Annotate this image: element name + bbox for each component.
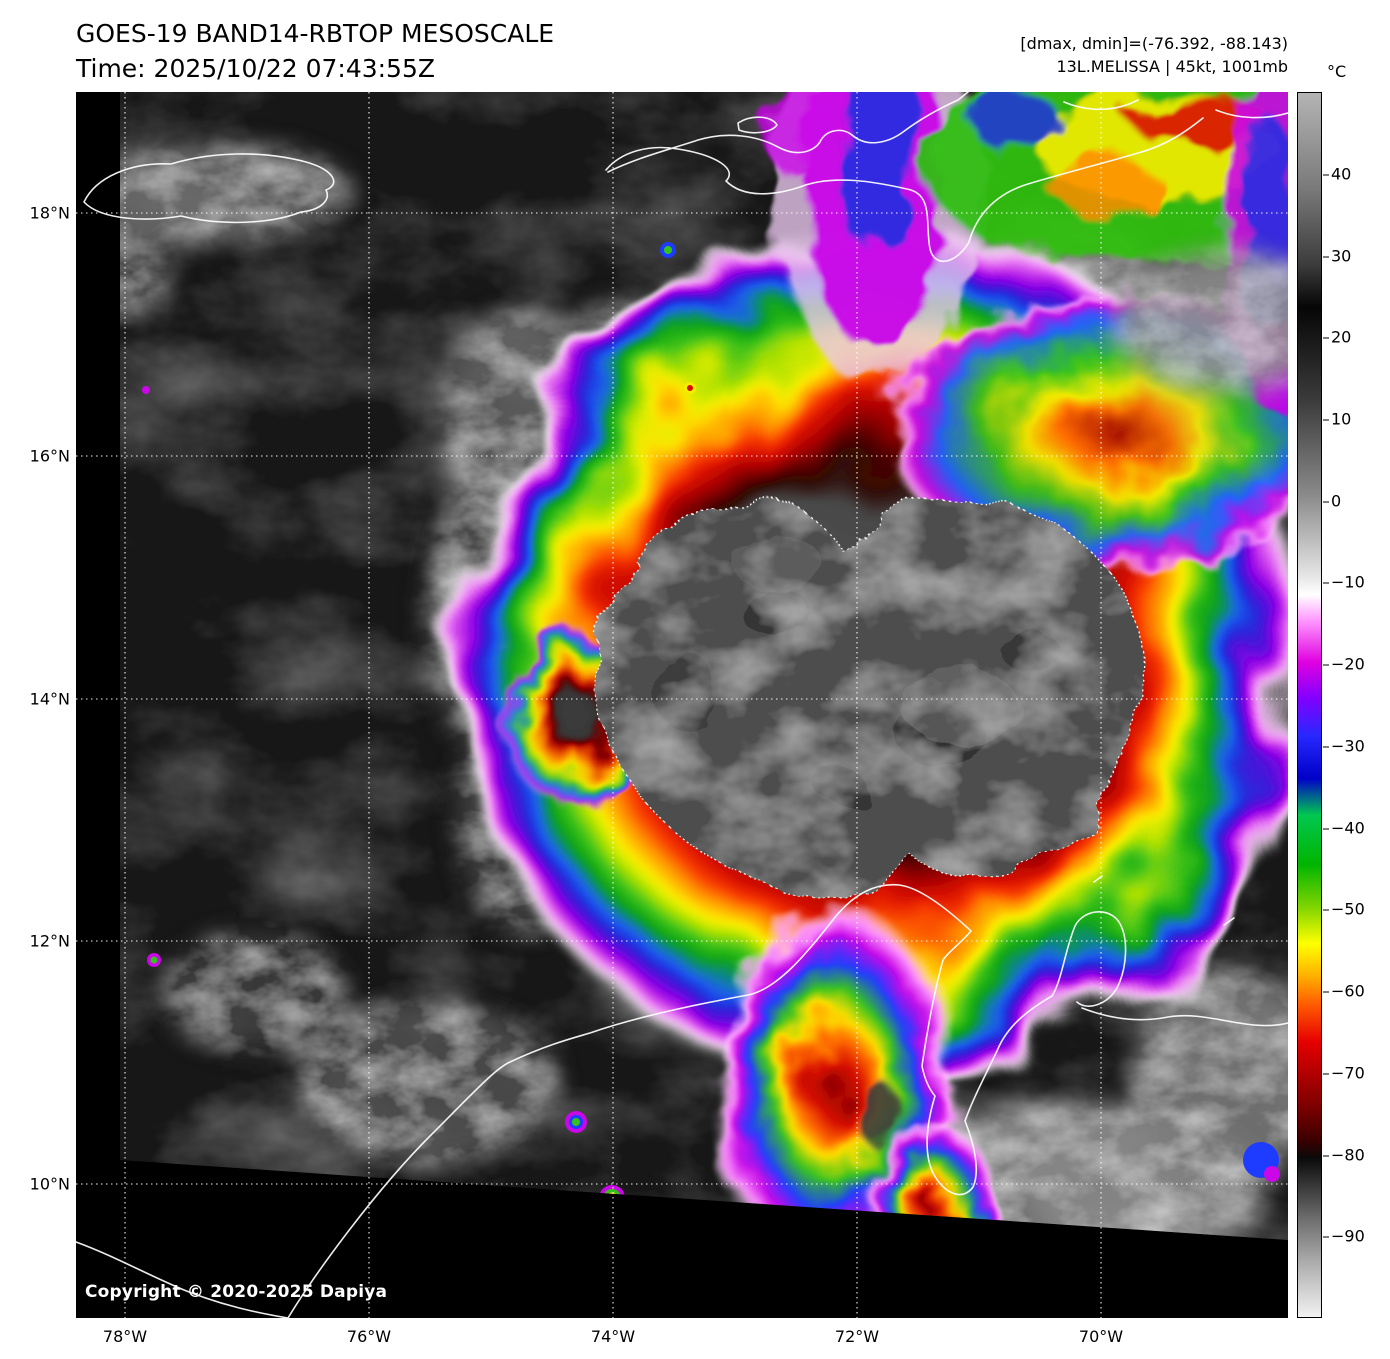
timestamp: Time: 2025/10/22 07:43:55Z	[76, 54, 435, 83]
colorbar-tick: −80	[1323, 1145, 1365, 1165]
lat-label: 18°N	[29, 203, 70, 223]
lon-label: 70°W	[1078, 1327, 1124, 1346]
colorbar-tick: −50	[1323, 899, 1365, 919]
colorbar-tick: −90	[1323, 1226, 1365, 1246]
gonave-island	[737, 116, 778, 134]
satellite-image	[76, 92, 1288, 1318]
colorbar-tick: 40	[1322, 164, 1352, 184]
temperature-colorbar	[1297, 92, 1322, 1318]
data-swath	[120, 92, 1288, 1240]
hispaniola-north-coastline	[607, 92, 969, 173]
satellite-map-panel: Copyright © 2020-2025 Dapiya	[76, 92, 1288, 1318]
south-tail	[709, 902, 996, 1240]
aruba-island	[1093, 875, 1103, 883]
lon-label: 74°W	[590, 1327, 636, 1346]
colorbar-tick: 0	[1322, 491, 1342, 511]
cuba-fragment	[1063, 99, 1139, 111]
header-block: GOES-19 BAND14-RBTOP MESOSCALE Time: 202…	[76, 16, 554, 86]
curacao-island	[1223, 917, 1235, 926]
northeast-gray-gap	[1116, 252, 1288, 392]
colorbar-tick: −30	[1323, 736, 1365, 756]
lat-label: 12°N	[29, 931, 70, 951]
coastlines	[76, 92, 1288, 1318]
colorbar-tick: 10	[1322, 409, 1352, 429]
lat-label: 16°N	[29, 446, 70, 466]
lon-label: 78°W	[102, 1327, 148, 1346]
colorbar-tick: −70	[1323, 1063, 1365, 1083]
colorbar-tick: 30	[1322, 246, 1352, 266]
graticule	[76, 92, 1288, 1318]
colorbar-tick: −40	[1323, 818, 1365, 838]
colorbar-tick: −20	[1323, 654, 1365, 674]
lon-label: 76°W	[346, 1327, 392, 1346]
copyright-text: Copyright © 2020-2025 Dapiya	[85, 1282, 388, 1302]
dmax-dmin-readout: [dmax, dmin]=(-76.392, -88.143)	[1020, 34, 1288, 53]
hispaniola-south-coastline	[605, 117, 1204, 263]
info-block: [dmax, dmin]=(-76.392, -88.143) 13L.MELI…	[1020, 32, 1288, 78]
colorbar-tick: −60	[1323, 981, 1365, 1001]
lat-label: 10°N	[29, 1174, 70, 1194]
colorbar-tick: 20	[1322, 327, 1352, 347]
page-title: GOES-19 BAND14-RBTOP MESOSCALE	[76, 19, 555, 48]
lat-label: 14°N	[29, 689, 70, 709]
south-america-coastline	[287, 883, 1127, 1318]
cold-core-overcast	[594, 495, 1145, 895]
uraba-coastline	[76, 1241, 289, 1318]
colorbar-unit-label: °C	[1327, 62, 1347, 81]
northeast-fragment	[1215, 109, 1288, 119]
lon-label: 72°W	[834, 1327, 880, 1346]
jamaica-coastline	[83, 153, 335, 224]
colorbar-tick: −10	[1323, 572, 1365, 592]
storm-status: 13L.MELISSA | 45kt, 1001mb	[1056, 57, 1288, 76]
venezuela-east-coastline	[1081, 1007, 1288, 1027]
